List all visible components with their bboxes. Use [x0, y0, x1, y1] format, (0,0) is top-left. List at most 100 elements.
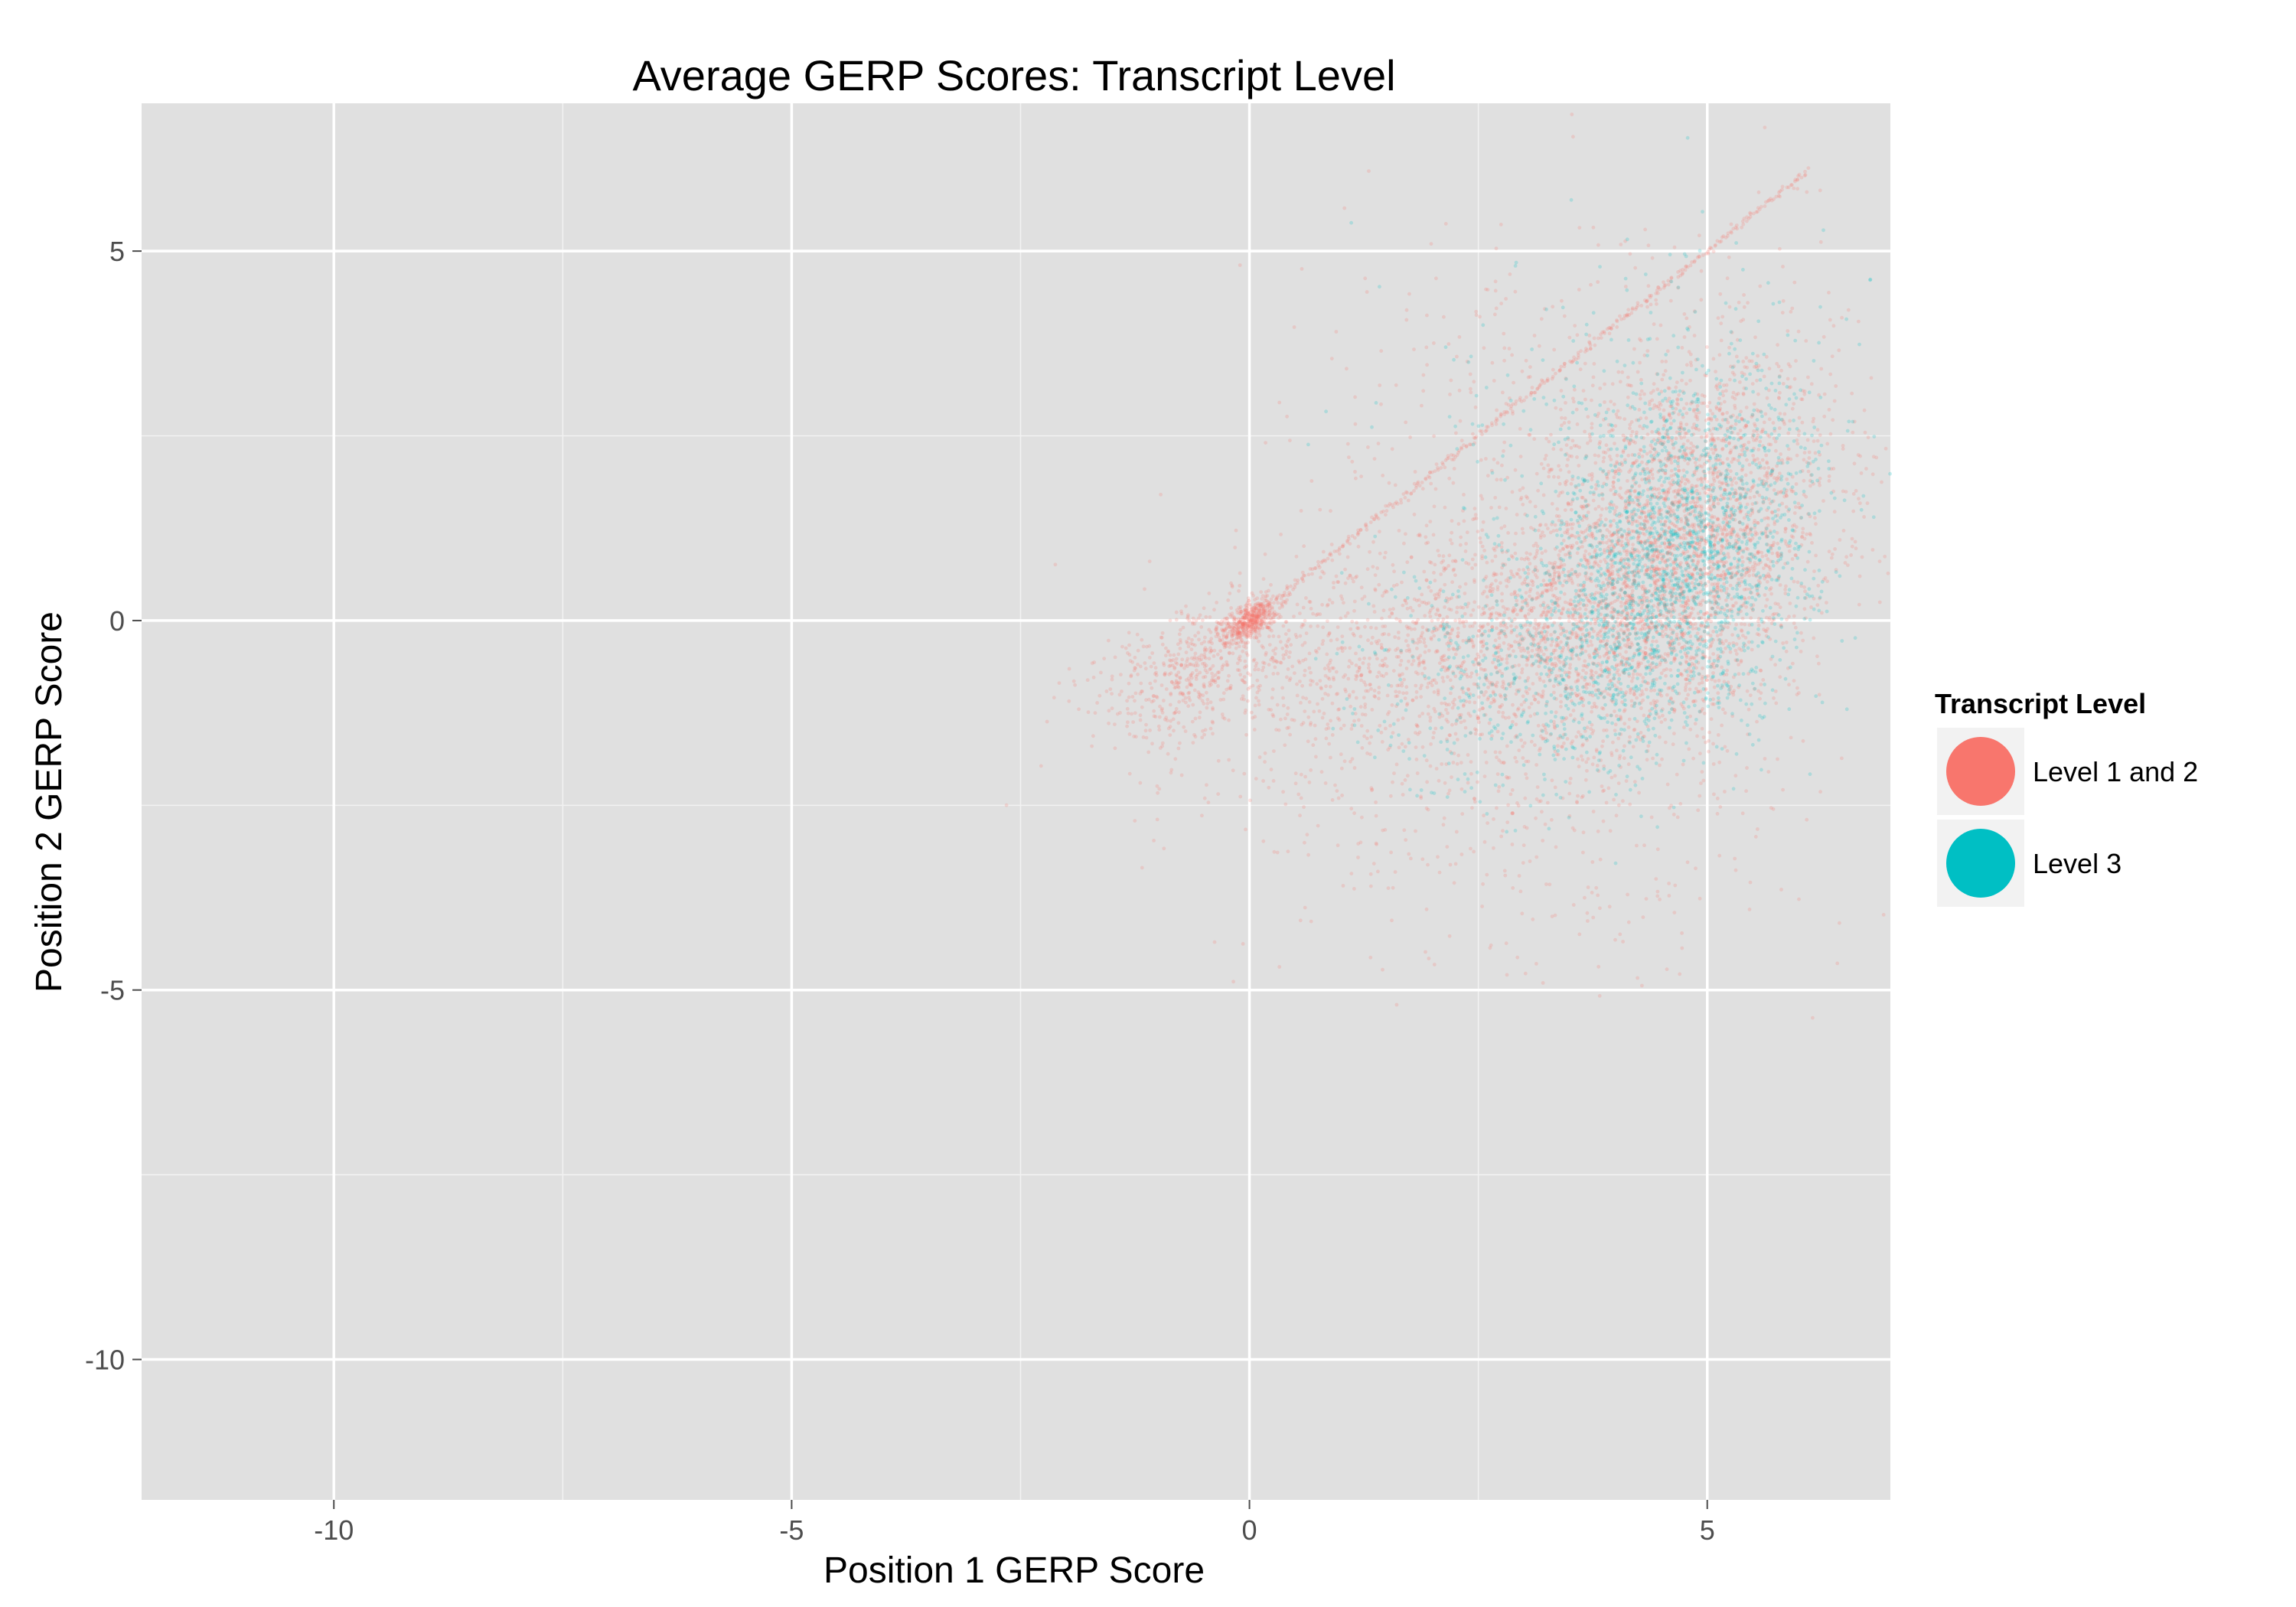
point-level-1-and-2 [1501, 605, 1505, 609]
point-level-1-and-2 [1359, 673, 1364, 676]
point-level-1-and-2 [1626, 725, 1631, 729]
point-level-1-and-2 [1394, 762, 1399, 767]
point-level-1-and-2 [1638, 620, 1642, 624]
point-level-1-and-2 [1596, 519, 1600, 523]
point-level-1-and-2 [1712, 467, 1717, 471]
point-level-1-and-2 [1662, 553, 1666, 557]
point-level-1-and-2 [1757, 633, 1761, 637]
point-level-1-and-2 [1711, 357, 1716, 361]
point-level-1-and-2 [1753, 458, 1757, 463]
point-level-1-and-2 [1745, 526, 1750, 530]
point-level-1-and-2 [1366, 638, 1370, 643]
point-level-1-and-2 [1809, 382, 1814, 386]
point-level-1-and-2 [1714, 406, 1719, 411]
point-level-1-and-2 [1716, 573, 1720, 578]
point-level-1-and-2 [1432, 571, 1436, 575]
point-level-1-and-2 [1492, 548, 1497, 553]
point-level-1-and-2 [1405, 606, 1410, 611]
point-level-1-and-2 [1635, 565, 1639, 569]
point-level-1-and-2 [1851, 509, 1856, 513]
point-level-1-and-2 [1469, 674, 1473, 679]
point-level-1-and-2 [1638, 494, 1642, 499]
point-level-1-and-2 [1489, 701, 1493, 705]
point-level-1-and-2 [1687, 747, 1691, 751]
point-level-1-and-2 [1326, 722, 1330, 726]
point-level-1-and-2 [1644, 641, 1649, 645]
point-level-1-and-2 [1320, 642, 1325, 646]
point-level-1-and-2 [1715, 583, 1720, 587]
point-level-1-and-2 [1349, 627, 1353, 631]
point-level-1-and-2 [1638, 612, 1642, 617]
point-level-1-and-2 [1743, 622, 1747, 627]
point-level-1-and-2 [1306, 715, 1311, 719]
point-level-1-and-2 [1653, 589, 1657, 593]
point-level-1-and-2 [1666, 651, 1671, 656]
point-level-1-and-2 [1345, 611, 1350, 615]
point-level-1-and-2 [1353, 470, 1357, 474]
point-level-1-and-2 [1695, 631, 1700, 636]
point-level-1-and-2 [1647, 403, 1652, 406]
point-level-1-and-2 [1605, 474, 1609, 479]
point-level-1-and-2 [1760, 458, 1765, 462]
point-level-1-and-2 [1432, 731, 1436, 735]
point-level-1-and-2 [1441, 617, 1446, 621]
point-level-1-and-2 [1322, 571, 1326, 575]
point-level-1-and-2 [1091, 675, 1096, 680]
point-level-1-and-2 [1817, 661, 1821, 666]
point-level-1-and-2 [1857, 497, 1861, 501]
point-level-1-and-2 [1536, 488, 1540, 493]
point-level-1-and-2 [1575, 551, 1580, 556]
point-level-1-and-2 [1821, 578, 1826, 582]
point-level-1-and-2 [1420, 487, 1425, 491]
point-level-1-and-2 [1499, 624, 1503, 627]
point-level-1-and-2 [1632, 727, 1637, 732]
point-level-1-and-2 [1574, 485, 1578, 490]
point-level-1-and-2 [1533, 697, 1537, 702]
point-level-1-and-2 [1427, 585, 1431, 589]
point-level-1-and-2 [1600, 784, 1604, 788]
point-level-1-and-2 [1592, 651, 1596, 656]
point-level-1-and-2 [1688, 714, 1693, 719]
point-level-1-and-2 [1202, 796, 1207, 800]
point-level-1-and-2 [1683, 688, 1688, 693]
point-level-1-and-2 [1703, 523, 1707, 528]
point-level-1-and-2 [1684, 685, 1688, 689]
point-level-1-and-2 [1718, 526, 1723, 530]
point-level-1-and-2 [1717, 396, 1721, 400]
point-level-1-and-2 [1701, 538, 1706, 543]
point-level-1-and-2 [1688, 531, 1692, 535]
point-level-1-and-2 [1497, 785, 1502, 789]
point-level-1-and-2 [1710, 516, 1714, 520]
point-level-1-and-2 [1705, 345, 1709, 349]
point-level-1-and-2 [1609, 581, 1613, 585]
point-level-1-and-2 [1859, 471, 1864, 475]
point-level-1-and-2 [1378, 723, 1382, 728]
point-level-1-and-2 [1691, 699, 1696, 703]
point-level-1-and-2 [1767, 615, 1772, 620]
point-level-1-and-2 [1801, 738, 1805, 743]
point-level-1-and-2 [1665, 429, 1669, 433]
point-level-1-and-2 [1678, 433, 1682, 438]
point-level-1-and-2 [1602, 788, 1606, 793]
point-level-1-and-2 [1612, 486, 1616, 491]
point-level-1-and-2 [1483, 750, 1488, 755]
point-level-1-and-2 [1607, 574, 1612, 579]
point-level-1-and-2 [1681, 536, 1686, 541]
point-level-1-and-2 [1348, 646, 1352, 650]
point-level-1-and-2 [1620, 370, 1625, 374]
point-level-1-and-2 [1636, 664, 1641, 669]
point-level-1-and-2 [1733, 422, 1738, 426]
point-level-1-and-2 [1550, 562, 1554, 566]
point-level-1-and-2 [1815, 654, 1819, 659]
point-level-1-and-2 [1581, 668, 1586, 673]
point-level-1-and-2 [1778, 583, 1782, 587]
point-level-1-and-2 [1514, 722, 1518, 726]
point-level-1-and-2 [1330, 798, 1335, 802]
point-level-1-and-2 [1601, 706, 1606, 711]
point-level-1-and-2 [1410, 662, 1414, 667]
point-level-1-and-2 [1738, 527, 1743, 532]
point-level-1-and-2 [1462, 660, 1466, 664]
point-level-1-and-2 [1279, 717, 1283, 722]
point-level-1-and-2 [1724, 572, 1728, 576]
point-level-1-and-2 [1591, 729, 1596, 733]
